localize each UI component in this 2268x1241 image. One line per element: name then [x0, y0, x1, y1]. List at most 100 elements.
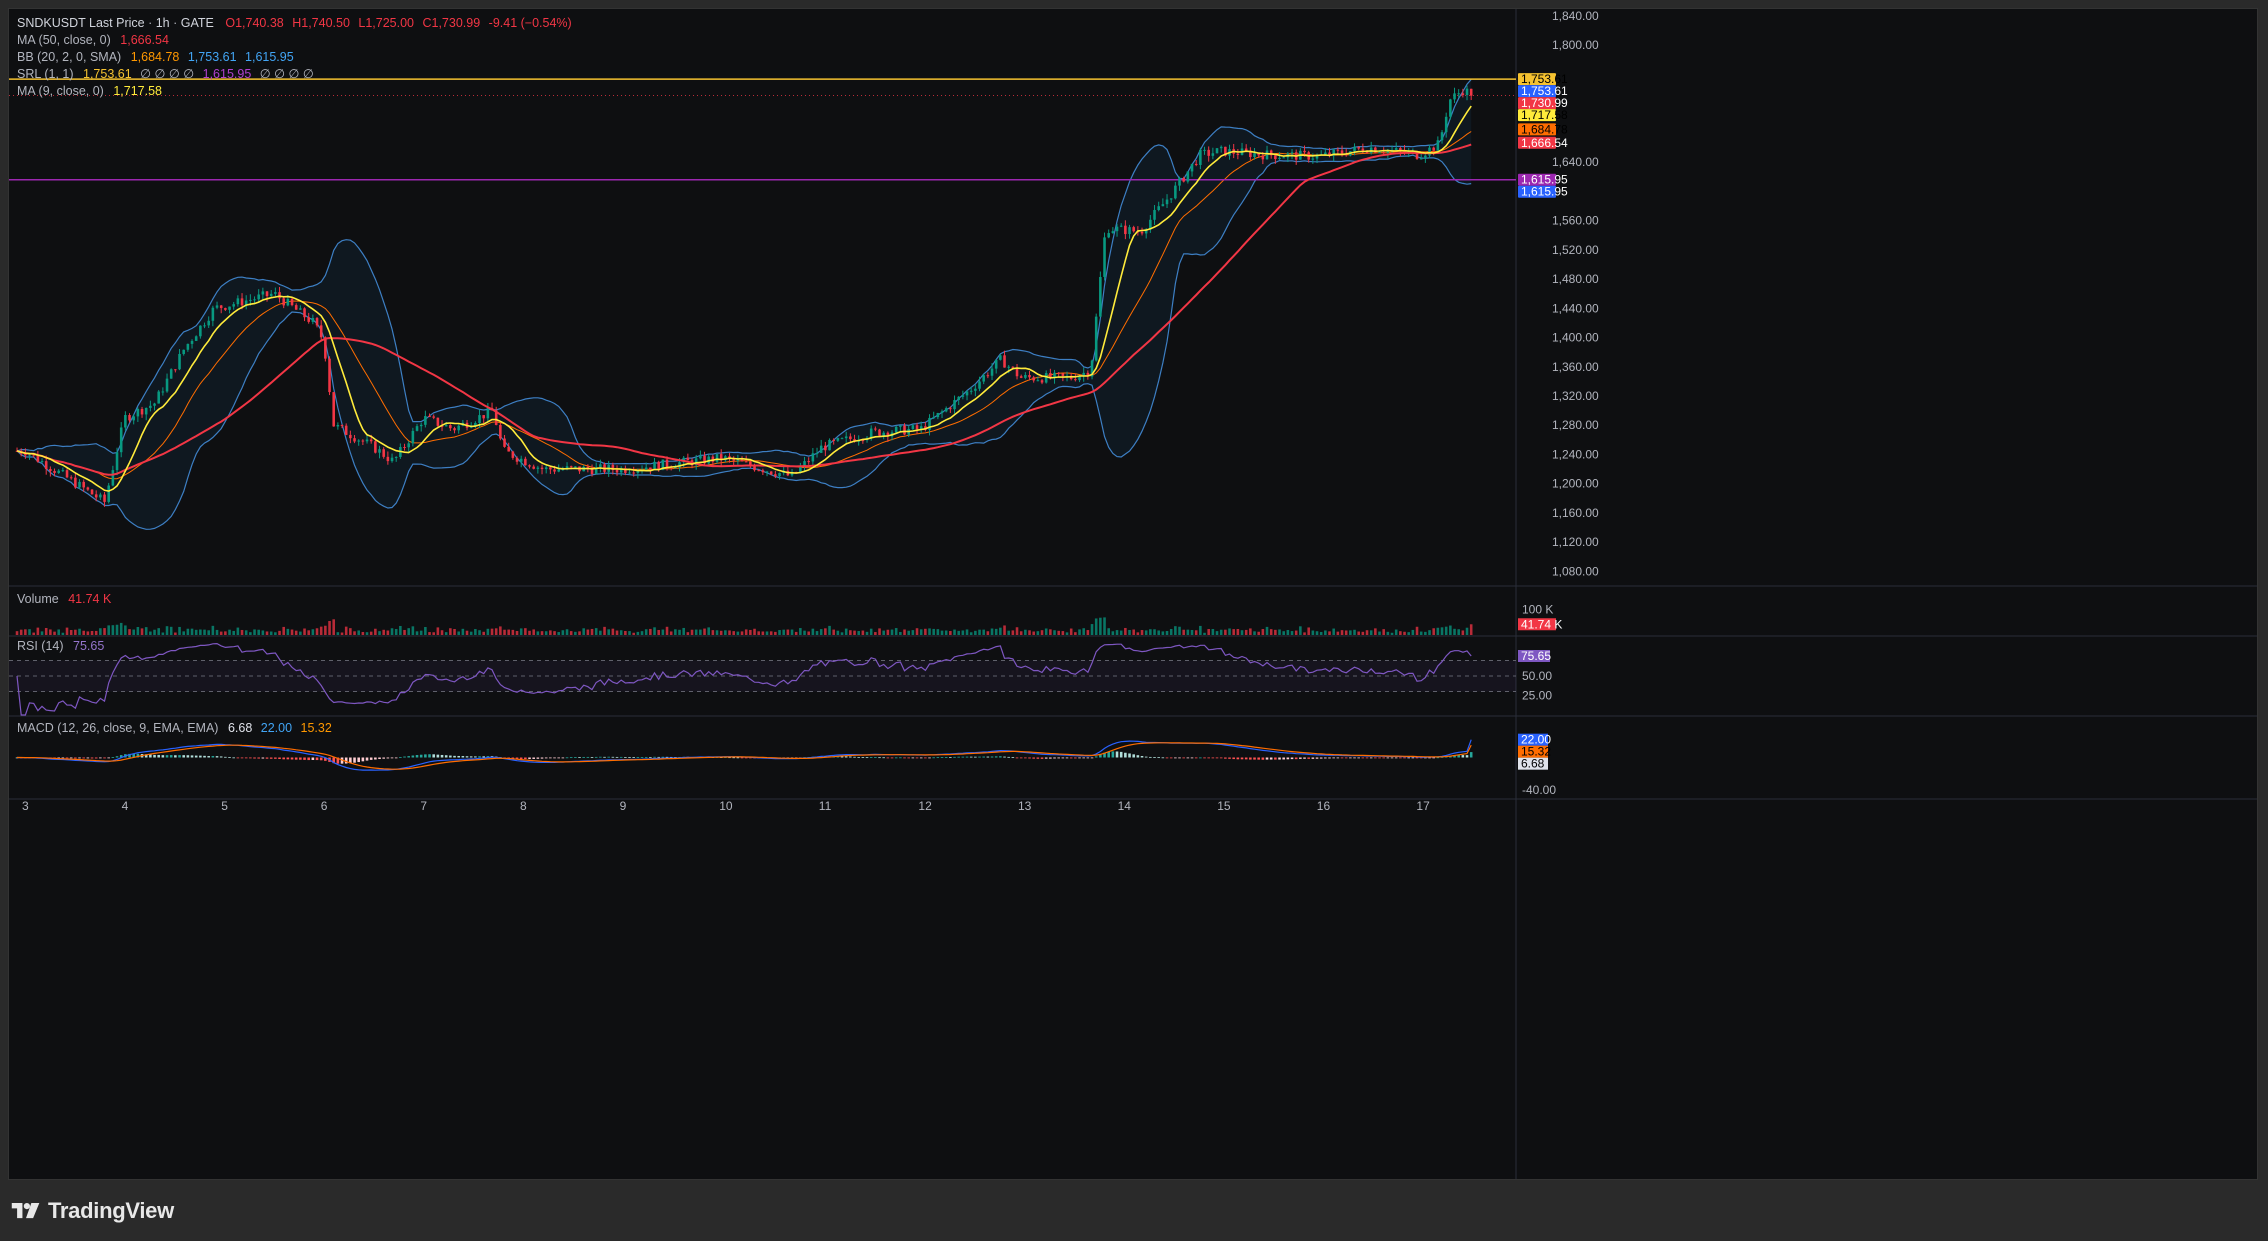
macd-histogram-bar [469, 756, 473, 758]
candle-body [882, 432, 885, 436]
volume-bar [1107, 628, 1110, 635]
interval-label[interactable]: 1h [155, 16, 170, 30]
macd-histogram-bar [861, 757, 865, 758]
candle [1207, 146, 1210, 162]
candle-body [349, 434, 352, 439]
volume-bar [211, 625, 215, 635]
macd-histogram-bar [1149, 756, 1152, 758]
bb-upper-value: 1,753.61 [187, 50, 237, 64]
candle [207, 316, 210, 329]
chart-canvas[interactable]: 1,840.00 1,800.00 1,640.00 1,560.00 1,520.00… [9, 9, 2258, 1180]
candle-body [344, 425, 348, 435]
candle-body [1394, 148, 1398, 150]
volume-bar [407, 628, 410, 635]
candle [432, 414, 435, 420]
macd-histogram-bar [153, 754, 156, 758]
candle-body [665, 459, 669, 467]
volume-legend[interactable]: Volume 41.74 K [17, 592, 111, 606]
volume-bar [353, 631, 356, 635]
volume-bar [1465, 627, 1469, 635]
macd-line-value: 22.00 [260, 721, 293, 735]
symbol-name[interactable]: SNDKUSDT Last Price [17, 16, 145, 30]
candle [257, 289, 260, 303]
legend-srl[interactable]: SRL (1, 1) 1,753.61 ∅ ∅ ∅ ∅ 1,615.95 ∅ ∅… [17, 66, 572, 83]
macd-histogram-bar [428, 754, 431, 758]
candle-body [1199, 149, 1202, 165]
volume-bar [1069, 628, 1073, 635]
volume-bar [986, 631, 990, 635]
macd-histogram-bar [394, 757, 398, 759]
ma9-label: MA (9, close, 0) [17, 84, 104, 98]
branding-footer[interactable]: TradingView [10, 1196, 174, 1226]
macd-histogram-bar [953, 756, 956, 758]
volume-bar [1111, 631, 1115, 635]
candle-body [1078, 376, 1081, 381]
candle-body [211, 307, 215, 321]
candle [1182, 176, 1185, 183]
candle-body [119, 427, 123, 453]
candle [1107, 229, 1110, 239]
volume-bar [1036, 631, 1040, 635]
candle-body [1186, 171, 1190, 182]
candle-body [136, 409, 140, 417]
candle [536, 465, 540, 474]
candle [499, 422, 502, 441]
macd-histogram-bar [1219, 757, 1223, 759]
volume-bar [157, 628, 160, 635]
volume-bar [349, 628, 352, 635]
candle [403, 443, 406, 451]
macd-histogram-bar [657, 756, 660, 758]
macd-histogram-bar [453, 755, 456, 758]
legend-ma9[interactable]: MA (9, close, 0) 1,717.58 [17, 83, 572, 100]
volume-bar [899, 631, 902, 635]
macd-histogram-bar [440, 754, 444, 758]
volume-bar [1094, 618, 1098, 635]
legend-ma50[interactable]: MA (50, close, 0) 1,666.54 [17, 32, 572, 49]
macd-histogram-bar [1386, 757, 1390, 759]
candle-body [1115, 226, 1119, 232]
macd-histogram-bar [78, 757, 81, 759]
chart-frame[interactable]: 1,840.00 1,800.00 1,640.00 1,560.00 1,520.00… [8, 8, 2258, 1180]
volume-bar [290, 629, 294, 635]
candle-body [244, 300, 248, 306]
macd-histogram-bar [336, 757, 340, 764]
candle [336, 422, 340, 430]
time-axis-tick-label: 4 [122, 799, 129, 813]
volume-bar [636, 631, 640, 635]
candle [474, 421, 477, 429]
candle [378, 445, 381, 459]
candle-body [1107, 233, 1110, 238]
candle-body [699, 455, 702, 459]
macd-histogram-bar [924, 757, 927, 759]
candle-body [611, 464, 615, 470]
volume-bar [249, 632, 252, 635]
macd-histogram-bar [644, 756, 648, 758]
volume-bar [794, 631, 798, 635]
candle-body [1053, 372, 1056, 378]
candle-body [474, 422, 477, 426]
candle-body [819, 445, 823, 453]
volume-bar [915, 628, 919, 635]
macd-histogram-bar [207, 756, 210, 758]
macd-histogram-bar [1399, 757, 1402, 759]
volume-bar [1374, 628, 1377, 635]
price-tag-bg [1518, 85, 1556, 98]
macd-histogram-bar [215, 756, 219, 758]
volume-bar [707, 627, 710, 635]
legend-bb[interactable]: BB (20, 2, 0, SMA) 1,684.78 1,753.61 1,6… [17, 49, 572, 66]
volume-bar [111, 625, 115, 635]
candle [278, 286, 281, 303]
volume-bar [628, 631, 631, 635]
candle-body [574, 466, 577, 468]
macd-legend[interactable]: MACD (12, 26, close, 9, EMA, EMA) 6.68 2… [17, 721, 332, 735]
price-tag-bg [1518, 136, 1556, 149]
candle-body [624, 468, 627, 473]
macd-histogram-bar [1007, 756, 1010, 758]
macd-histogram-bar [1307, 757, 1310, 759]
volume-bar [1174, 626, 1177, 635]
candle [128, 413, 131, 423]
candle-body [1386, 150, 1390, 153]
volume-bar [19, 629, 23, 635]
candle [1440, 130, 1444, 144]
rsi-legend[interactable]: RSI (14) 75.65 [17, 639, 104, 653]
